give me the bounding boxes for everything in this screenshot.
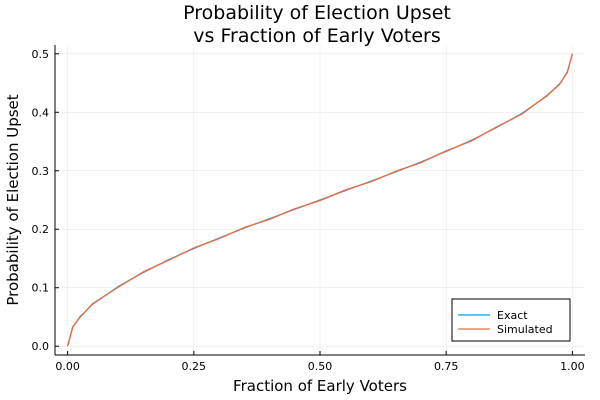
x-axis-label: Fraction of Early Voters xyxy=(233,377,407,395)
x-tick-label: 0.75 xyxy=(434,360,459,373)
legend-box xyxy=(451,298,571,342)
x-tick-label: 0.50 xyxy=(308,360,333,373)
chart-title-line1: Probability of Election Upset xyxy=(183,2,451,24)
y-tick-label: 0.3 xyxy=(32,165,50,178)
y-tick-label: 0.5 xyxy=(32,48,50,61)
y-tick-label: 0.1 xyxy=(32,282,50,295)
y-axis-ticks: 0.0 0.1 0.2 0.3 0.4 0.5 xyxy=(32,48,59,353)
y-tick-label: 0.2 xyxy=(32,223,50,236)
y-tick-label: 0.4 xyxy=(32,106,50,119)
y-tick-label: 0.0 xyxy=(32,340,50,353)
series-line-simulated xyxy=(66,53,574,347)
x-tick-label: 0.00 xyxy=(55,360,80,373)
x-tick-label: 0.25 xyxy=(182,360,207,373)
legend-label-exact: Exact xyxy=(497,309,528,322)
legend: Exact Simulated xyxy=(451,298,571,342)
x-tick-label: 1.00 xyxy=(560,360,585,373)
legend-label-simulated: Simulated xyxy=(497,323,553,336)
x-axis-ticks: 0.00 0.25 0.50 0.75 1.00 xyxy=(55,351,585,373)
chart-title-line2: vs Fraction of Early Voters xyxy=(193,25,440,47)
series-lines xyxy=(66,53,574,347)
y-axis-label: Probability of Election Upset xyxy=(4,94,22,305)
